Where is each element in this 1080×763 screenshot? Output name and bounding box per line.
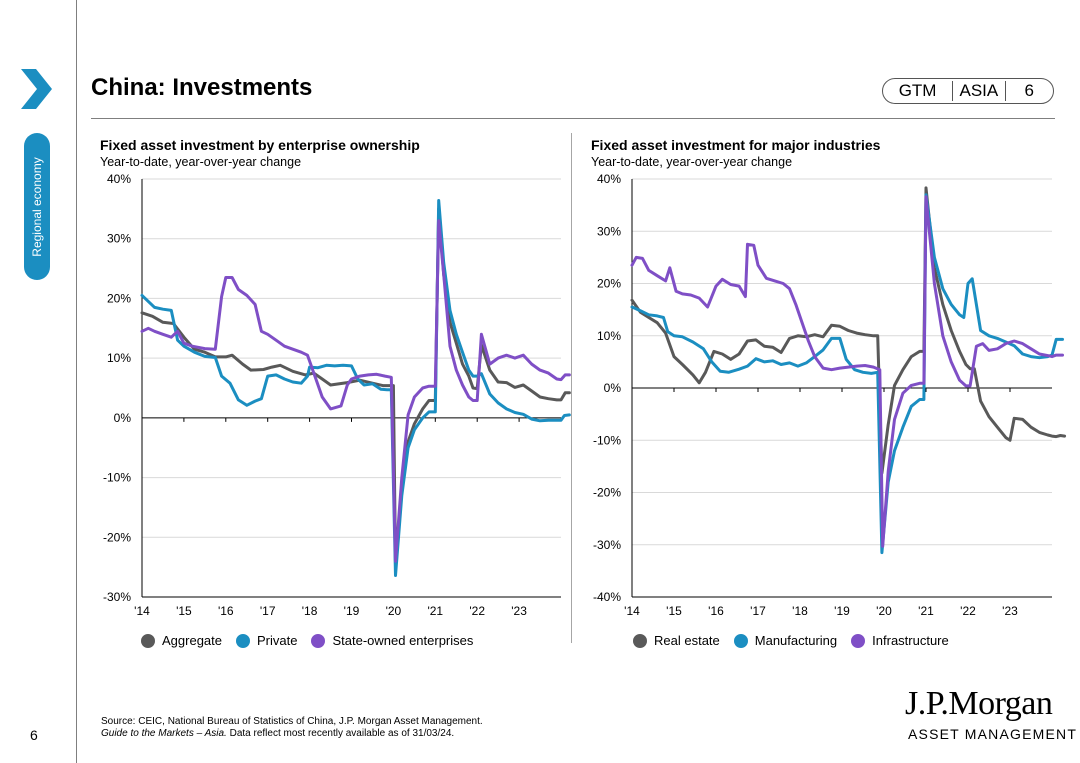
legend-item-private: Private (236, 633, 297, 648)
chart-2-xtick-label: '15 (666, 604, 682, 618)
chart-1-ytick-label: 0% (114, 411, 132, 425)
chart-1-legend: Aggregate Private State-owned enterprise… (141, 633, 487, 648)
chart-2-ytick-label: -30% (593, 538, 621, 552)
legend-dot-real-estate (633, 633, 647, 648)
chart-1-xtick-label: '16 (218, 604, 234, 618)
legend-item-soe: State-owned enterprises (311, 633, 473, 648)
legend-dot-aggregate (141, 633, 155, 648)
chart-2-series-infrastructure (630, 195, 1064, 548)
chart-2-ytick-label: 20% (597, 277, 621, 291)
legend-label-infrastructure: Infrastructure (872, 633, 949, 648)
chart-2-title: Fixed asset investment for major industr… (591, 137, 881, 153)
chart-2-xtick-label: '14 (624, 604, 640, 618)
chart-1-series-aggregate (140, 207, 571, 566)
region-label: ASIA (953, 81, 1006, 101)
chevron-right-icon (21, 69, 52, 109)
source-line-2: Guide to the Markets – Asia. Data reflec… (101, 728, 483, 740)
chart-2-xtick-label: '17 (750, 604, 766, 618)
chart-2-xtick-label: '20 (876, 604, 892, 618)
chart-1-xtick-label: '20 (386, 604, 402, 618)
legend-label-aggregate: Aggregate (162, 633, 222, 648)
source-note: Source: CEIC, National Bureau of Statist… (101, 716, 483, 740)
gtm-label: GTM (883, 81, 954, 101)
chart-1-ytick-label: -20% (103, 530, 131, 544)
legend-item-aggregate: Aggregate (141, 633, 222, 648)
chart-1-subtitle: Year-to-date, year-over-year change (100, 155, 302, 169)
chart-1-series-private (140, 199, 571, 577)
chart-2-xtick-label: '21 (918, 604, 934, 618)
chart-2-subtitle: Year-to-date, year-over-year change (591, 155, 793, 169)
chart-1-series-state-owned-enterprises (140, 219, 571, 563)
gtm-badge: GTM ASIA 6 (882, 78, 1054, 104)
chart-2-ytick-label: 0% (604, 381, 622, 395)
chart-1-ytick-label: 30% (107, 232, 131, 246)
chart-2-xtick-label: '16 (708, 604, 724, 618)
chart-2-xtick-label: '19 (834, 604, 850, 618)
chart-2-ytick-label: -40% (593, 590, 621, 604)
chart-1-xtick-label: '14 (134, 604, 150, 618)
chart-2-xtick-label: '22 (960, 604, 976, 618)
left-margin-rule (76, 0, 77, 763)
chart-divider (571, 133, 572, 643)
chart-1-ytick-label: 40% (107, 172, 131, 186)
legend-label-soe: State-owned enterprises (332, 633, 474, 648)
asset-management-wordmark: ASSET MANAGEMENT (908, 726, 1078, 742)
chart-1-xtick-label: '18 (302, 604, 318, 618)
page-number: 6 (30, 727, 38, 743)
legend-dot-private (236, 633, 250, 648)
chart-1-xtick-label: '15 (176, 604, 192, 618)
chart-2-ytick-label: 30% (597, 224, 621, 238)
chart-2-xtick-label: '23 (1002, 604, 1018, 618)
chart-1-ytick-label: 10% (107, 351, 131, 365)
badge-page-number: 6 (1024, 81, 1035, 100)
legend-label-manufacturing: Manufacturing (754, 633, 838, 648)
source-line-1: Source: CEIC, National Bureau of Statist… (101, 716, 483, 727)
chart-1-title: Fixed asset investment by enterprise own… (100, 137, 420, 153)
source-guide-name: Guide to the Markets – Asia. (101, 728, 227, 739)
legend-label-real-estate: Real estate (654, 633, 720, 648)
chart-1-xtick-label: '23 (511, 604, 527, 618)
page-title: China: Investments (91, 74, 313, 101)
chart-2-ytick-label: 10% (597, 329, 621, 343)
chart-1-xtick-label: '22 (469, 604, 485, 618)
source-date-note: Data reflect most recently available as … (226, 728, 455, 739)
chart-1-xtick-label: '19 (344, 604, 360, 618)
title-rule (91, 118, 1055, 119)
section-tab: Regional economy (24, 133, 50, 280)
legend-item-infrastructure: Infrastructure (851, 633, 949, 648)
legend-label-private: Private (257, 633, 298, 648)
chart-2-series-real-estate (630, 186, 1067, 475)
chart-1-ytick-label: 20% (107, 291, 131, 305)
legend-dot-manufacturing (733, 633, 748, 648)
legend-dot-infrastructure (851, 633, 866, 648)
legend-item-manufacturing: Manufacturing (733, 633, 838, 648)
chart-2-ytick-label: -20% (593, 486, 621, 500)
chart-2-xtick-label: '18 (792, 604, 808, 618)
jpmorgan-logo: J.P.Morgan (905, 685, 1053, 722)
chart-2-legend: Real estate Manufacturing Infrastructure (633, 633, 963, 648)
chart-1-xtick-label: '17 (260, 604, 276, 618)
chart-2-ytick-label: 40% (597, 172, 621, 186)
chart-2-ytick-label: -10% (593, 433, 621, 447)
legend-dot-soe (311, 633, 326, 648)
legend-item-real-estate: Real estate (633, 633, 720, 648)
chart-1-ytick-label: -30% (103, 590, 131, 604)
chart-1-xtick-label: '21 (427, 604, 443, 618)
chart-1-ytick-label: -10% (103, 471, 131, 485)
chart-2-series-manufacturing (630, 193, 1064, 555)
